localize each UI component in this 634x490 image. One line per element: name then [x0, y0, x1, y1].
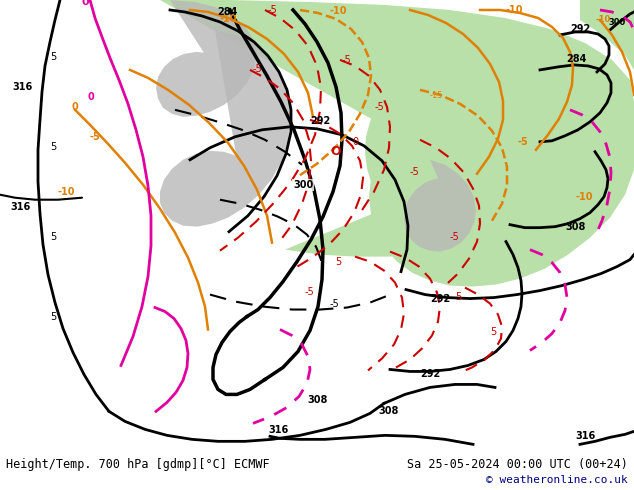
Text: 0: 0	[82, 0, 89, 7]
Polygon shape	[156, 0, 256, 117]
Text: -10: -10	[505, 5, 522, 15]
Text: -5: -5	[518, 137, 529, 147]
Text: 5: 5	[490, 326, 496, 337]
Polygon shape	[285, 65, 551, 257]
Text: -10: -10	[58, 187, 75, 196]
Text: 300: 300	[293, 180, 313, 190]
Text: -5: -5	[410, 167, 420, 177]
Text: 5: 5	[50, 142, 56, 152]
Text: 5: 5	[50, 52, 56, 62]
Text: 5: 5	[50, 232, 56, 242]
Text: 5: 5	[335, 257, 341, 267]
Text: 0: 0	[72, 102, 79, 112]
Polygon shape	[160, 30, 291, 227]
Text: -5: -5	[342, 55, 352, 65]
Text: 0: 0	[88, 92, 94, 102]
Text: -5: -5	[305, 287, 314, 296]
Text: -5: -5	[450, 232, 460, 242]
Polygon shape	[160, 0, 634, 287]
Text: Sa 25-05-2024 00:00 UTC (00+24): Sa 25-05-2024 00:00 UTC (00+24)	[407, 458, 628, 471]
Polygon shape	[404, 160, 476, 252]
Text: 5: 5	[340, 0, 346, 2]
Text: 292: 292	[420, 369, 440, 379]
Text: -5: -5	[268, 5, 278, 15]
Text: 316: 316	[575, 431, 595, 441]
Text: -5: -5	[375, 102, 385, 112]
Text: -5: -5	[330, 298, 340, 309]
Text: -10: -10	[220, 14, 238, 24]
Text: 292: 292	[310, 116, 330, 126]
Text: 292: 292	[570, 24, 590, 34]
Text: 316: 316	[10, 202, 30, 212]
Text: -5: -5	[90, 132, 101, 142]
Text: -10: -10	[595, 15, 611, 24]
Text: 308: 308	[307, 395, 327, 405]
Text: 308: 308	[565, 221, 585, 232]
Text: 0: 0	[352, 137, 358, 147]
Text: 316: 316	[268, 425, 288, 435]
Polygon shape	[580, 0, 634, 70]
Text: 5: 5	[50, 312, 56, 321]
Text: 284: 284	[217, 7, 237, 17]
Text: 316: 316	[12, 82, 32, 92]
Text: -10: -10	[575, 192, 593, 202]
Text: O: O	[330, 145, 340, 158]
Text: -5: -5	[253, 64, 262, 74]
Text: © weatheronline.co.uk: © weatheronline.co.uk	[486, 475, 628, 485]
Text: Height/Temp. 700 hPa [gdmp][°C] ECMWF: Height/Temp. 700 hPa [gdmp][°C] ECMWF	[6, 458, 269, 471]
Text: 284: 284	[566, 54, 586, 64]
Text: -10: -10	[330, 6, 347, 16]
Text: 308: 308	[378, 406, 398, 416]
Text: 292: 292	[430, 294, 450, 303]
Text: 5: 5	[455, 292, 462, 301]
Text: 300: 300	[608, 18, 625, 27]
Text: -15: -15	[430, 91, 444, 100]
